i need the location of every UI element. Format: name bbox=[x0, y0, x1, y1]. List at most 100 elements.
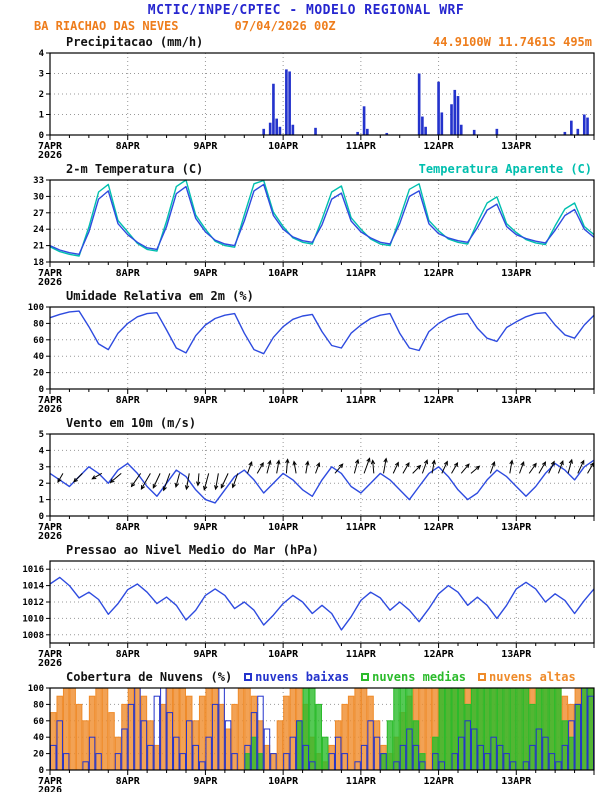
svg-text:9APR: 9APR bbox=[193, 268, 218, 279]
svg-text:13APR: 13APR bbox=[501, 268, 532, 279]
svg-text:60: 60 bbox=[33, 336, 44, 346]
svg-text:10APR: 10APR bbox=[268, 268, 299, 279]
legend-mid-clouds-label: nuvens medias bbox=[372, 670, 467, 684]
svg-text:4: 4 bbox=[39, 446, 45, 456]
svg-text:11APR: 11APR bbox=[346, 522, 377, 533]
panel-pressure: Pressao ao Nivel Medio do Mar (hPa) 1008… bbox=[0, 543, 612, 669]
svg-text:12APR: 12APR bbox=[424, 141, 455, 152]
svg-text:11APR: 11APR bbox=[346, 649, 377, 660]
svg-text:7APR: 7APR bbox=[38, 776, 63, 787]
svg-text:8APR: 8APR bbox=[116, 141, 141, 152]
panel-cloud-cover: Cobertura de Nuvens (%) nuvens baixas nu… bbox=[0, 670, 612, 792]
svg-text:0: 0 bbox=[39, 131, 44, 141]
panel-title-humidity: Umidade Relativa em 2m (%) bbox=[66, 289, 254, 303]
svg-text:7APR: 7APR bbox=[38, 141, 63, 152]
station-name: BA RIACHAO DAS NEVES bbox=[34, 19, 179, 33]
svg-text:1008: 1008 bbox=[22, 631, 44, 641]
svg-text:21: 21 bbox=[33, 242, 44, 252]
svg-text:11APR: 11APR bbox=[346, 268, 377, 279]
panel-title-precipitation: Precipitacao (mm/h) bbox=[66, 35, 204, 49]
low-clouds-swatch-icon bbox=[244, 673, 253, 681]
legend-high-clouds-label: nuvens altas bbox=[489, 670, 576, 684]
svg-text:8APR: 8APR bbox=[116, 268, 141, 279]
svg-text:13APR: 13APR bbox=[501, 776, 532, 787]
svg-text:8APR: 8APR bbox=[116, 395, 141, 406]
panel-title-cloud-cover: Cobertura de Nuvens (%) bbox=[66, 670, 233, 684]
svg-text:20: 20 bbox=[33, 750, 44, 760]
svg-text:2026: 2026 bbox=[38, 531, 62, 542]
svg-text:12APR: 12APR bbox=[424, 649, 455, 660]
svg-text:8APR: 8APR bbox=[116, 776, 141, 787]
svg-text:12APR: 12APR bbox=[424, 268, 455, 279]
svg-text:9APR: 9APR bbox=[193, 395, 218, 406]
svg-text:20: 20 bbox=[33, 369, 44, 379]
svg-text:2026: 2026 bbox=[38, 404, 62, 415]
svg-text:9APR: 9APR bbox=[193, 522, 218, 533]
svg-text:1: 1 bbox=[39, 496, 44, 506]
location-label: 44.9100W 11.7461S 495m bbox=[433, 35, 592, 49]
svg-text:24: 24 bbox=[33, 225, 44, 235]
panel-title-pressure: Pressao ao Nivel Medio do Mar (hPa) bbox=[66, 543, 319, 557]
panel-cloud-cover-header: Cobertura de Nuvens (%) nuvens baixas nu… bbox=[0, 670, 612, 684]
svg-text:13APR: 13APR bbox=[501, 141, 532, 152]
svg-text:1016: 1016 bbox=[22, 565, 44, 575]
svg-text:2026: 2026 bbox=[38, 277, 62, 288]
svg-text:10APR: 10APR bbox=[268, 649, 299, 660]
svg-text:9APR: 9APR bbox=[193, 141, 218, 152]
svg-text:80: 80 bbox=[33, 700, 44, 710]
svg-text:13APR: 13APR bbox=[501, 522, 532, 533]
svg-text:9APR: 9APR bbox=[193, 649, 218, 660]
svg-text:2026: 2026 bbox=[38, 150, 62, 161]
svg-text:1010: 1010 bbox=[22, 614, 44, 624]
svg-text:13APR: 13APR bbox=[501, 649, 532, 660]
apparent-temperature-label: Temperatura Aparente (C) bbox=[418, 162, 592, 176]
svg-text:1012: 1012 bbox=[22, 598, 44, 608]
svg-text:1014: 1014 bbox=[22, 582, 44, 592]
svg-text:2026: 2026 bbox=[38, 785, 62, 792]
svg-text:30: 30 bbox=[33, 192, 44, 202]
panel-pressure-header: Pressao ao Nivel Medio do Mar (hPa) bbox=[0, 543, 612, 557]
legend-low-clouds-label: nuvens baixas bbox=[255, 670, 350, 684]
svg-text:11APR: 11APR bbox=[346, 776, 377, 787]
panel-title-wind: Vento em 10m (m/s) bbox=[66, 416, 197, 430]
svg-text:10APR: 10APR bbox=[268, 776, 299, 787]
panel-temperature: 2-m Temperatura (C) Temperatura Aparente… bbox=[0, 162, 612, 288]
panel-humidity: Umidade Relativa em 2m (%) 0 20 40 60 80 100 7… bbox=[0, 289, 612, 415]
svg-text:60: 60 bbox=[33, 717, 44, 727]
panel-precipitation: Precipitacao (mm/h) 44.9100W 11.7461S 49… bbox=[0, 35, 612, 161]
panel-title-temperature: 2-m Temperatura (C) bbox=[66, 162, 204, 176]
high-clouds-swatch-icon bbox=[478, 673, 487, 681]
svg-text:12APR: 12APR bbox=[424, 395, 455, 406]
svg-text:11APR: 11APR bbox=[346, 395, 377, 406]
svg-text:10APR: 10APR bbox=[268, 522, 299, 533]
svg-text:2026: 2026 bbox=[38, 658, 62, 669]
svg-text:7APR: 7APR bbox=[38, 522, 63, 533]
legend-high-clouds: nuvens altas bbox=[478, 670, 576, 684]
legend-low-clouds: nuvens baixas bbox=[244, 670, 349, 684]
svg-text:100: 100 bbox=[28, 684, 44, 694]
panel-wind-header: Vento em 10m (m/s) bbox=[0, 416, 612, 430]
svg-text:0: 0 bbox=[39, 385, 44, 395]
panel-wind: Vento em 10m (m/s) 0 1 2 3 4 5 7APR 2026 8APR 9AP… bbox=[0, 416, 612, 542]
svg-text:80: 80 bbox=[33, 319, 44, 329]
svg-text:100: 100 bbox=[28, 303, 44, 313]
svg-text:12APR: 12APR bbox=[424, 776, 455, 787]
svg-text:11APR: 11APR bbox=[346, 141, 377, 152]
svg-text:3: 3 bbox=[39, 463, 44, 473]
svg-text:7APR: 7APR bbox=[38, 395, 63, 406]
svg-text:3: 3 bbox=[39, 70, 44, 80]
svg-text:5: 5 bbox=[39, 430, 44, 440]
svg-text:40: 40 bbox=[33, 352, 44, 362]
run-datetime: 07/04/2026 00Z bbox=[234, 19, 336, 33]
svg-text:1: 1 bbox=[39, 111, 44, 121]
svg-text:10APR: 10APR bbox=[268, 141, 299, 152]
page-subheader: BA RIACHAO DAS NEVES 07/04/2026 00Z bbox=[0, 19, 612, 34]
svg-text:7APR: 7APR bbox=[38, 649, 63, 660]
svg-text:0: 0 bbox=[39, 766, 44, 776]
svg-text:0: 0 bbox=[39, 512, 44, 522]
